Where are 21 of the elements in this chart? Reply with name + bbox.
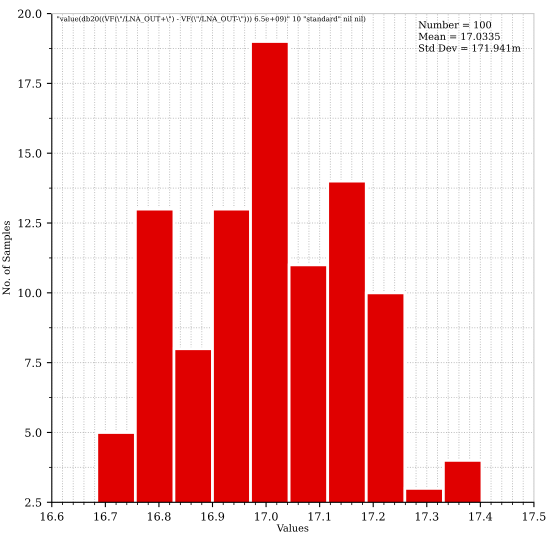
y-tick-label: 2.5 xyxy=(25,498,42,507)
x-tick-label: 17.5 xyxy=(522,512,546,521)
x-tick-label: 17.4 xyxy=(469,512,492,521)
x-tick-label: 17.1 xyxy=(308,512,330,521)
x-tick-label: 16.8 xyxy=(148,512,171,521)
x-tick-label: 16.7 xyxy=(94,512,117,521)
x-tick-label: 17.3 xyxy=(416,512,438,521)
y-axis-title: No. of Samples xyxy=(2,221,12,295)
y-tick-label: 7.5 xyxy=(25,358,42,368)
y-tick-label: 10.0 xyxy=(18,288,42,298)
x-tick-label: 16.6 xyxy=(40,512,64,521)
y-tick-label: 20.0 xyxy=(18,10,42,18)
x-axis-title: Values xyxy=(276,524,308,532)
x-tick-label: 17.0 xyxy=(255,512,278,521)
y-tick-label: 5.0 xyxy=(25,428,42,437)
y-tick-label: 15.0 xyxy=(18,149,42,158)
y-tick-label: 17.5 xyxy=(18,79,42,88)
annotation: Number = 100 Mean = 17.0335 Std Dev = 171.941m xyxy=(418,20,521,52)
x-tick-label: 16.9 xyxy=(201,512,224,521)
x-tick-label: 17.2 xyxy=(362,512,384,521)
y-tick-label: 12.5 xyxy=(18,218,42,228)
